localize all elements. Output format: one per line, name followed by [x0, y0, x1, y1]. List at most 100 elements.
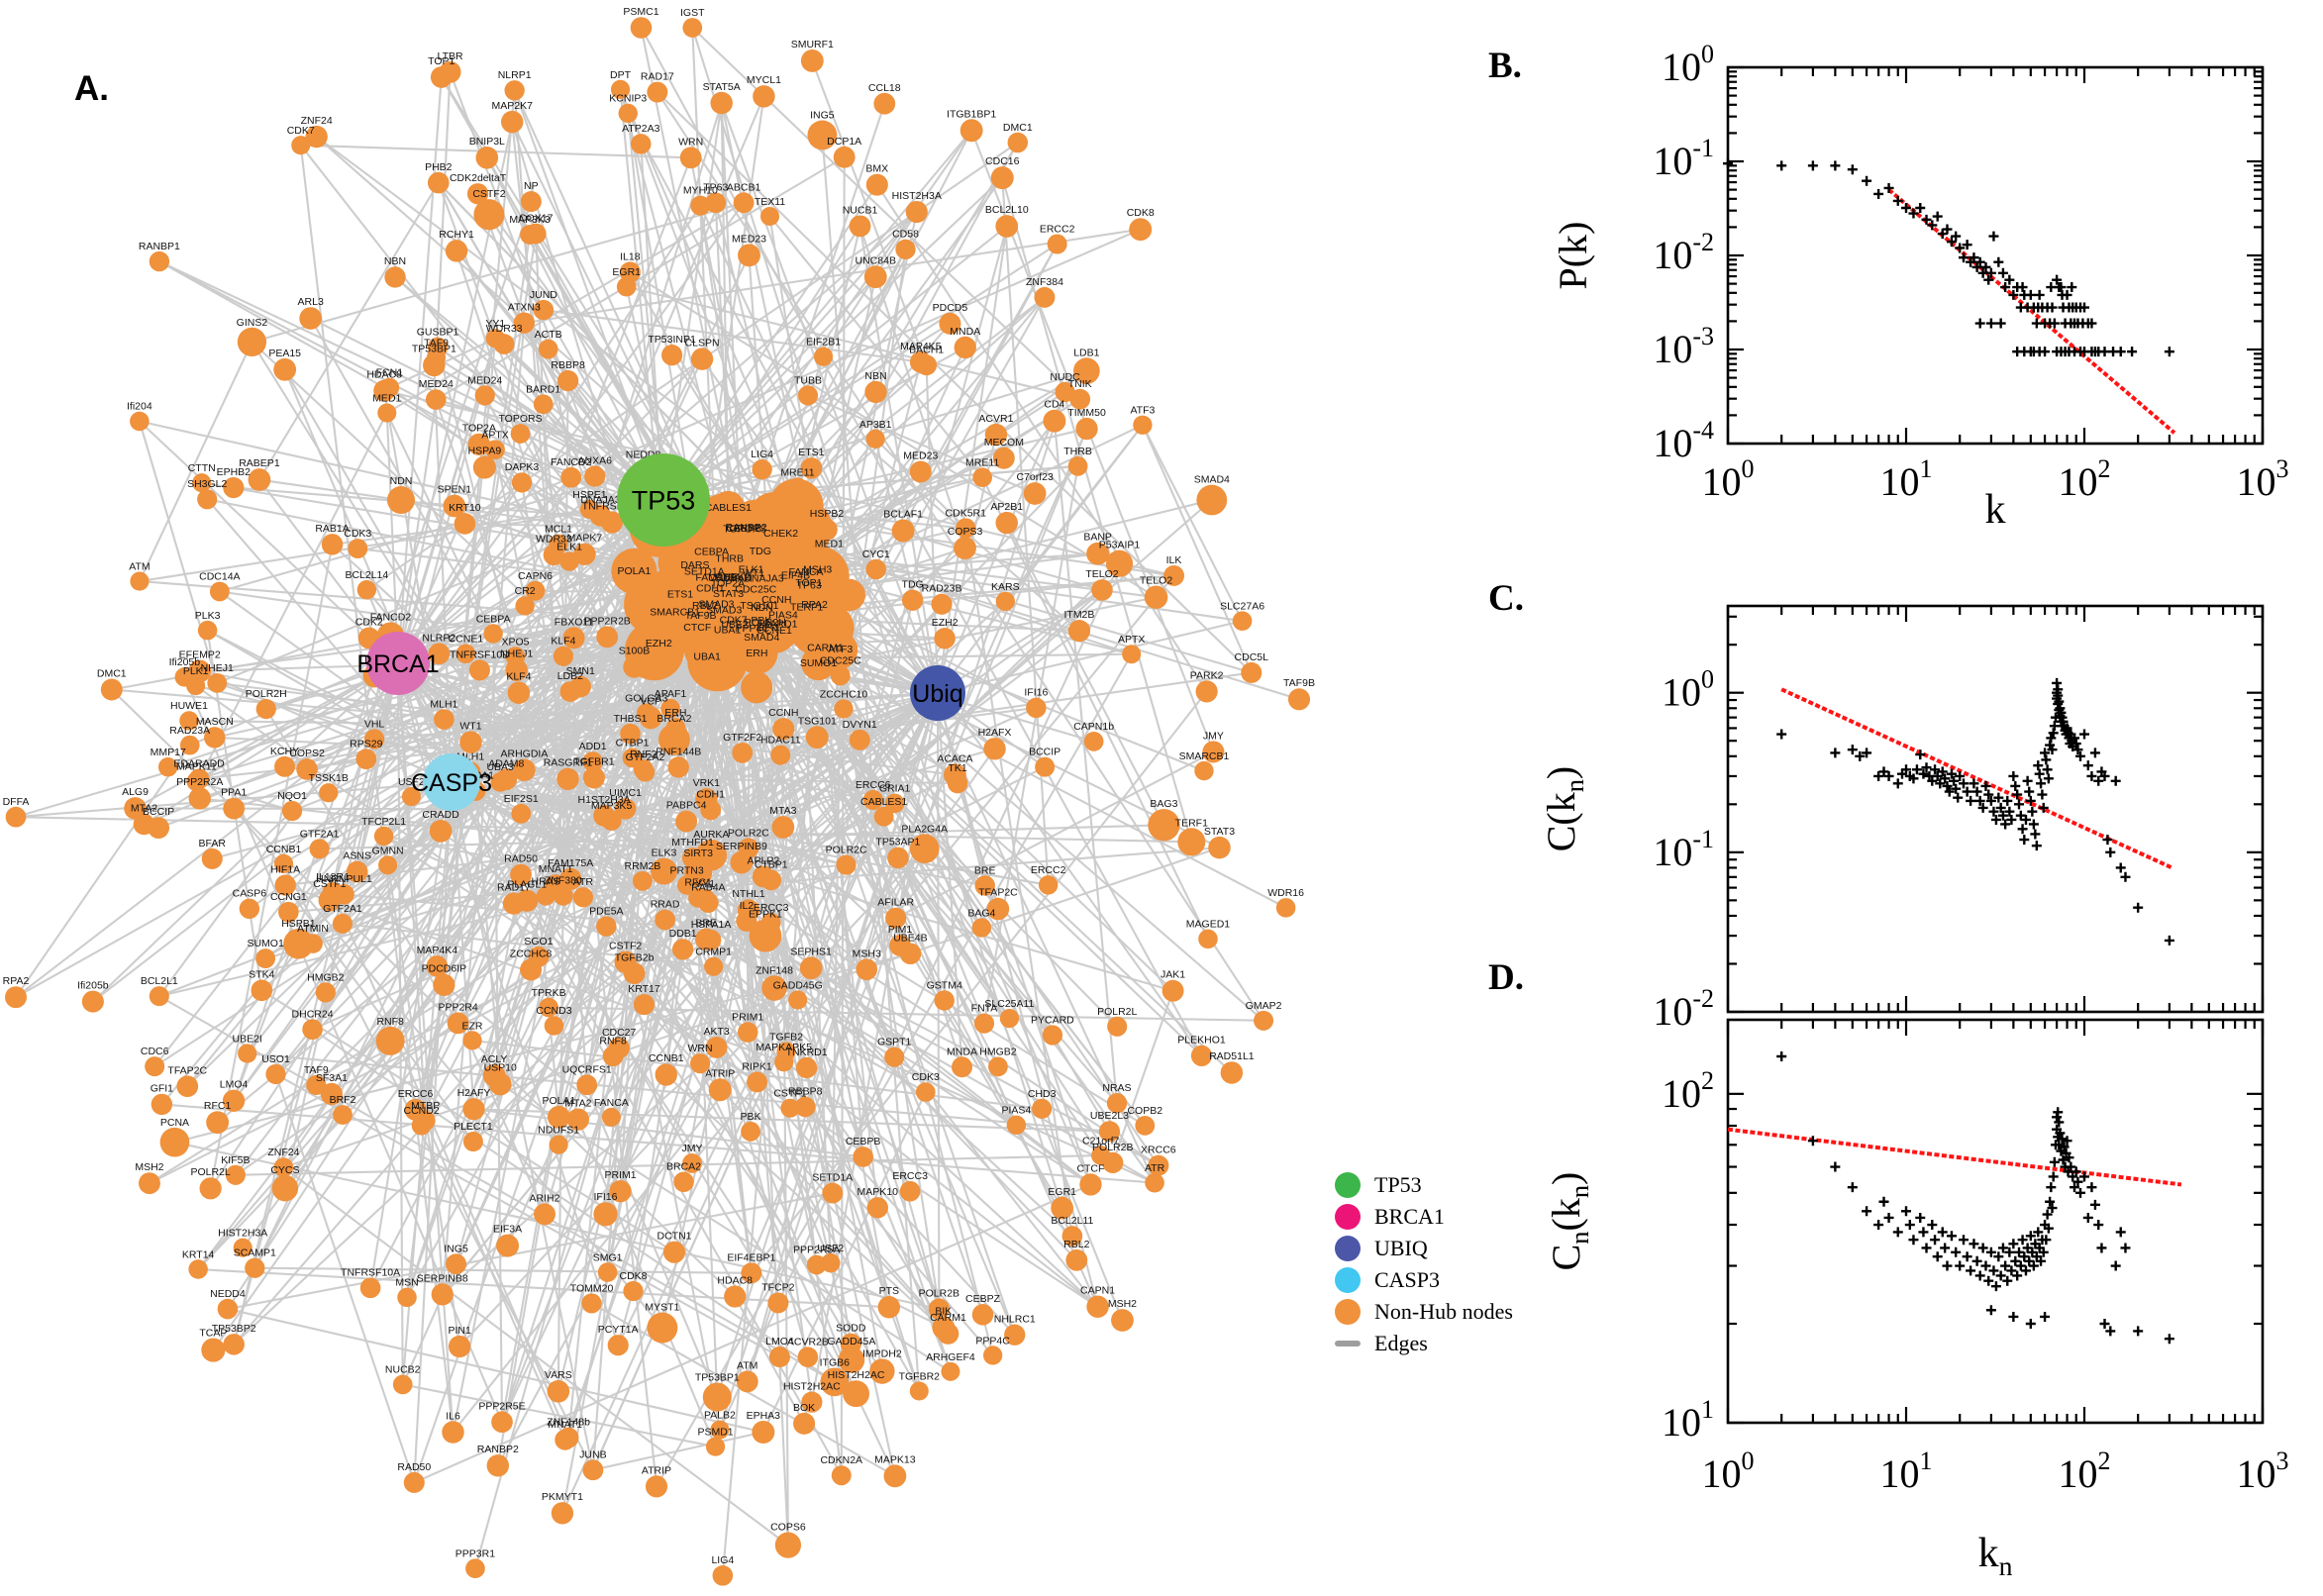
svg-text:MED24: MED24	[419, 378, 454, 390]
svg-text:JMY: JMY	[681, 1143, 702, 1154]
svg-text:SH3GL2: SH3GL2	[187, 478, 227, 490]
svg-text:C(kn​): C(kn​)	[1539, 766, 1589, 852]
svg-text:GFI1: GFI1	[757, 622, 779, 634]
svg-text:PLK1: PLK1	[183, 665, 209, 677]
svg-text:TDG: TDG	[902, 579, 924, 591]
svg-text:RAD50: RAD50	[397, 1461, 431, 1473]
svg-text:GTF2F2: GTF2F2	[723, 732, 761, 744]
svg-text:TOP2A: TOP2A	[711, 578, 745, 590]
svg-text:DNAJA3: DNAJA3	[744, 573, 783, 585]
svg-text:RNF8: RNF8	[376, 1016, 404, 1028]
svg-text:NLRP1: NLRP1	[498, 69, 532, 81]
svg-text:GSTM4: GSTM4	[927, 979, 962, 991]
svg-text:NUCB2: NUCB2	[385, 1364, 421, 1376]
svg-text:102: 102	[2059, 454, 2111, 504]
svg-text:POLR2B: POLR2B	[1092, 1142, 1133, 1153]
svg-text:FAM175A: FAM175A	[548, 857, 593, 869]
svg-text:FNTA: FNTA	[971, 1003, 998, 1015]
svg-text:BAG3: BAG3	[1150, 798, 1177, 810]
svg-text:BACH1: BACH1	[909, 344, 944, 355]
svg-text:MRE11: MRE11	[965, 456, 999, 468]
svg-text:CDK8: CDK8	[1127, 207, 1155, 219]
svg-text:PABPC4: PABPC4	[666, 800, 707, 812]
svg-text:100: 100	[1702, 454, 1755, 504]
svg-text:NEDD4: NEDD4	[210, 1288, 246, 1300]
svg-text:CAPN1: CAPN1	[1080, 1285, 1115, 1297]
svg-text:TP63: TP63	[797, 579, 822, 591]
svg-text:BRCA1: BRCA1	[356, 650, 439, 678]
svg-text:ATRIP: ATRIP	[705, 1067, 735, 1079]
svg-text:PDCD5: PDCD5	[933, 302, 968, 314]
svg-text:PSMD1: PSMD1	[697, 1427, 733, 1439]
svg-text:CDK5R1: CDK5R1	[946, 507, 987, 519]
svg-text:PRIM1: PRIM1	[604, 1169, 636, 1181]
svg-text:TAF9: TAF9	[424, 337, 449, 349]
svg-text:RASGRF1: RASGRF1	[544, 757, 593, 769]
svg-text:PPP2R5A: PPP2R5A	[793, 1245, 840, 1256]
svg-text:TK1: TK1	[948, 762, 966, 774]
svg-text:BRCA2: BRCA2	[656, 713, 691, 725]
svg-text:CYC1: CYC1	[862, 549, 890, 560]
svg-text:YWHAH: YWHAH	[713, 572, 752, 584]
svg-text:MTBP: MTBP	[411, 1100, 440, 1112]
svg-text:DVYN1: DVYN1	[843, 719, 877, 731]
svg-text:MAPKAPK5: MAPKAPK5	[756, 1042, 812, 1053]
svg-text:WDR16: WDR16	[1267, 887, 1304, 899]
svg-text:POLR2B: POLR2B	[919, 1287, 960, 1299]
svg-text:ARIH2: ARIH2	[530, 1192, 560, 1204]
svg-text:RBBP8: RBBP8	[788, 1086, 823, 1098]
svg-text:PTS: PTS	[879, 1285, 899, 1297]
svg-text:CHD3: CHD3	[1028, 1088, 1057, 1100]
svg-text:RAD51L1: RAD51L1	[1209, 1050, 1255, 1062]
svg-text:TGFBR1: TGFBR1	[573, 755, 615, 767]
legend-label-ubiq: UBIQ	[1374, 1235, 1428, 1260]
svg-text:KLF4: KLF4	[506, 671, 531, 683]
svg-text:UBE4B: UBE4B	[893, 932, 927, 944]
svg-text:APTX: APTX	[481, 429, 508, 441]
svg-text:STAT3: STAT3	[713, 588, 744, 600]
svg-text:POLR2H: POLR2H	[745, 617, 786, 629]
svg-text:ING5: ING5	[444, 1243, 468, 1254]
svg-text:ATMIN: ATMIN	[297, 923, 329, 935]
svg-text:DCP1A: DCP1A	[827, 136, 861, 148]
svg-text:NHEJ1: NHEJ1	[201, 662, 234, 674]
svg-text:RAD50: RAD50	[504, 853, 538, 865]
svg-text:UBA1: UBA1	[693, 651, 721, 663]
svg-text:C7orf23: C7orf23	[1016, 471, 1054, 483]
svg-text:RFC1: RFC1	[684, 877, 712, 889]
svg-text:10-3: 10-3	[1653, 322, 1714, 371]
svg-text:COPS3: COPS3	[948, 526, 983, 538]
svg-text:HMGB2: HMGB2	[307, 971, 345, 983]
svg-text:ATM: ATM	[129, 561, 150, 573]
svg-text:IFI16: IFI16	[1024, 687, 1048, 699]
svg-text:ITM2B: ITM2B	[1063, 609, 1094, 621]
svg-text:PRTN3: PRTN3	[669, 864, 703, 876]
svg-text:UBE2L3: UBE2L3	[1090, 1110, 1129, 1122]
svg-text:USO1: USO1	[261, 1053, 290, 1065]
svg-text:MYCL1: MYCL1	[747, 74, 781, 86]
svg-text:HSPA9: HSPA9	[468, 445, 502, 456]
svg-text:TNFRSF10D: TNFRSF10D	[450, 648, 510, 660]
svg-text:RAD23A: RAD23A	[169, 725, 210, 737]
network-graph: PRIM1 NHEJ1 CSTF1 KLF4 TFAP2C HIST2H2AC GTF2A1…	[3, 6, 1315, 1586]
panel-a-label: A.	[74, 69, 109, 108]
svg-text:SMARCB1: SMARCB1	[1179, 750, 1230, 762]
svg-text:HSPA1A: HSPA1A	[691, 919, 732, 931]
svg-text:ACACA: ACACA	[937, 752, 972, 764]
svg-text:HIST2H3A: HIST2H3A	[892, 190, 942, 202]
legend-swatch-brca1-icon	[1335, 1203, 1361, 1230]
svg-text:POLR2H: POLR2H	[246, 688, 287, 700]
svg-text:MAPK7: MAPK7	[567, 533, 603, 545]
svg-text:BMX: BMX	[865, 163, 888, 175]
svg-text:YY1: YY1	[695, 878, 715, 890]
svg-text:POLR2L: POLR2L	[191, 1166, 231, 1178]
svg-text:ERCC6: ERCC6	[856, 779, 891, 791]
svg-text:CDC27: CDC27	[602, 1027, 637, 1039]
legend-label-nonhub: Non-Hub nodes	[1374, 1298, 1513, 1324]
svg-text:ATF3: ATF3	[1130, 405, 1155, 417]
svg-text:GFI1: GFI1	[151, 1083, 173, 1095]
svg-text:XPO5: XPO5	[501, 636, 529, 648]
svg-text:THRB: THRB	[715, 553, 744, 565]
svg-text:PYCARD: PYCARD	[1031, 1014, 1074, 1026]
